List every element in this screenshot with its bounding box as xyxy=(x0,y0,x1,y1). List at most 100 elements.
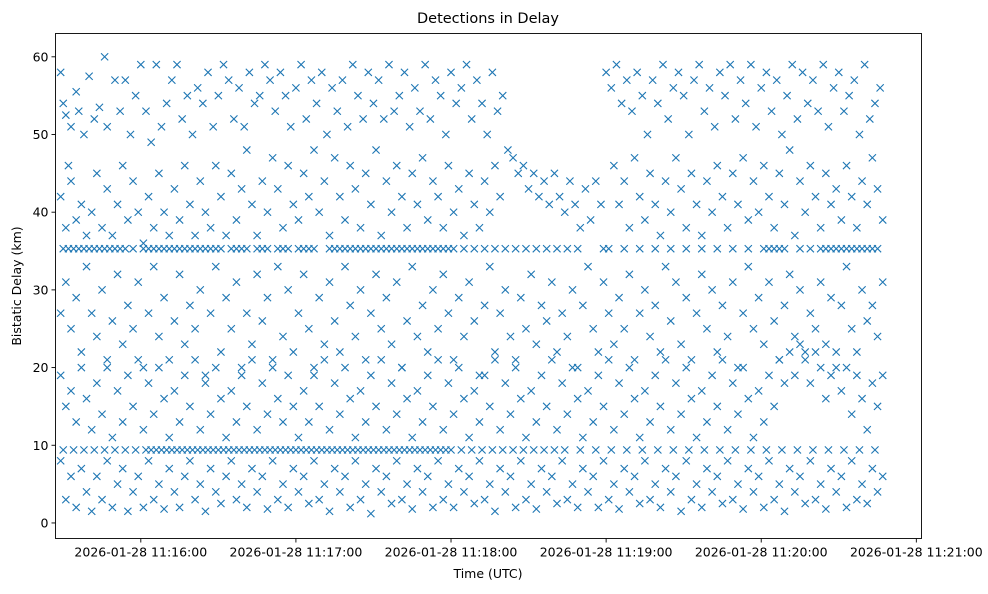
data-point xyxy=(276,68,285,77)
data-point xyxy=(591,177,600,186)
data-point xyxy=(697,386,706,395)
data-point xyxy=(346,161,355,170)
data-point xyxy=(449,410,458,419)
data-point xyxy=(529,169,538,178)
data-point xyxy=(103,184,112,193)
data-point xyxy=(878,472,887,481)
data-point xyxy=(669,83,678,92)
data-point xyxy=(372,146,381,155)
data-point xyxy=(475,456,484,465)
data-point xyxy=(390,107,399,116)
data-point xyxy=(165,433,174,442)
data-point xyxy=(682,293,691,302)
data-point xyxy=(759,503,768,512)
data-point xyxy=(754,293,763,302)
data-point xyxy=(423,215,432,224)
data-point xyxy=(457,445,466,454)
data-point xyxy=(770,316,779,325)
data-point xyxy=(330,379,339,388)
data-point xyxy=(92,332,101,341)
data-point xyxy=(485,480,494,489)
data-point xyxy=(615,504,624,513)
data-point xyxy=(444,309,453,318)
data-point xyxy=(827,200,836,209)
data-point xyxy=(294,215,303,224)
data-point xyxy=(565,177,574,186)
data-point xyxy=(816,480,825,489)
data-point xyxy=(702,464,711,473)
data-point xyxy=(739,363,748,372)
data-point xyxy=(209,122,218,131)
data-point xyxy=(870,445,879,454)
data-point xyxy=(666,425,675,434)
data-point xyxy=(387,208,396,217)
data-point xyxy=(289,402,298,411)
data-point xyxy=(134,355,143,364)
data-point xyxy=(397,495,406,504)
data-point xyxy=(858,285,867,294)
data-point xyxy=(599,278,608,287)
data-point xyxy=(604,309,613,318)
data-point xyxy=(684,445,693,454)
data-point xyxy=(860,60,869,69)
data-point xyxy=(615,379,624,388)
data-point xyxy=(191,324,200,333)
data-point xyxy=(260,60,269,69)
data-point xyxy=(320,480,329,489)
data-point xyxy=(175,503,184,512)
data-point xyxy=(242,503,251,512)
data-point xyxy=(847,456,856,465)
data-point xyxy=(687,394,696,403)
data-point xyxy=(439,425,448,434)
data-point xyxy=(868,464,877,473)
data-point xyxy=(263,504,272,513)
data-point xyxy=(718,499,727,508)
data-point xyxy=(191,231,200,240)
data-point xyxy=(542,402,551,411)
data-point xyxy=(72,215,81,224)
data-point xyxy=(690,76,699,85)
data-point xyxy=(284,285,293,294)
data-point xyxy=(59,445,68,454)
data-point xyxy=(134,208,143,217)
data-point xyxy=(333,107,342,116)
data-point xyxy=(387,340,396,349)
data-point xyxy=(677,507,686,516)
x-tick-label: 2026-01-28 11:18:00 xyxy=(385,545,518,560)
data-point xyxy=(788,60,797,69)
data-point xyxy=(180,472,189,481)
data-point xyxy=(648,76,657,85)
data-point xyxy=(752,122,761,131)
data-point xyxy=(746,445,755,454)
data-point xyxy=(64,161,73,170)
data-point xyxy=(493,107,502,116)
data-point xyxy=(832,184,841,193)
data-point xyxy=(718,355,727,364)
data-point xyxy=(576,445,585,454)
data-point xyxy=(224,76,233,85)
data-point xyxy=(310,456,318,465)
data-point xyxy=(299,386,308,395)
data-point xyxy=(516,456,525,465)
data-point xyxy=(527,480,536,489)
data-point xyxy=(842,262,851,271)
data-point xyxy=(832,487,841,496)
data-point xyxy=(821,340,830,349)
data-point xyxy=(596,200,605,209)
data-point xyxy=(524,184,533,193)
data-point xyxy=(67,177,75,186)
data-point xyxy=(123,215,132,224)
data-point xyxy=(439,270,448,279)
data-point xyxy=(759,417,768,426)
data-point xyxy=(718,192,727,201)
data-point xyxy=(622,76,631,85)
data-point xyxy=(625,223,634,232)
data-point xyxy=(108,433,117,442)
data-point xyxy=(113,270,122,279)
data-point xyxy=(873,402,882,411)
data-point xyxy=(147,138,156,147)
data-point xyxy=(697,231,706,240)
data-point xyxy=(498,91,507,100)
data-point xyxy=(392,410,401,419)
data-point xyxy=(832,363,841,372)
